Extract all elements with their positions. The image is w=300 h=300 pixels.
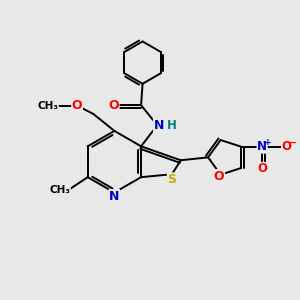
Text: N: N: [109, 190, 120, 202]
Text: −: −: [288, 138, 297, 148]
Text: N: N: [257, 140, 267, 153]
Text: O: O: [257, 163, 267, 176]
Text: N: N: [154, 119, 164, 132]
Text: +: +: [264, 138, 271, 147]
Text: S: S: [167, 173, 176, 186]
Text: O: O: [214, 169, 224, 183]
Text: CH₃: CH₃: [37, 100, 58, 111]
Text: O: O: [108, 99, 119, 112]
Text: H: H: [167, 119, 176, 132]
Text: O: O: [72, 99, 83, 112]
Text: O: O: [281, 140, 292, 153]
Text: CH₃: CH₃: [49, 185, 70, 195]
